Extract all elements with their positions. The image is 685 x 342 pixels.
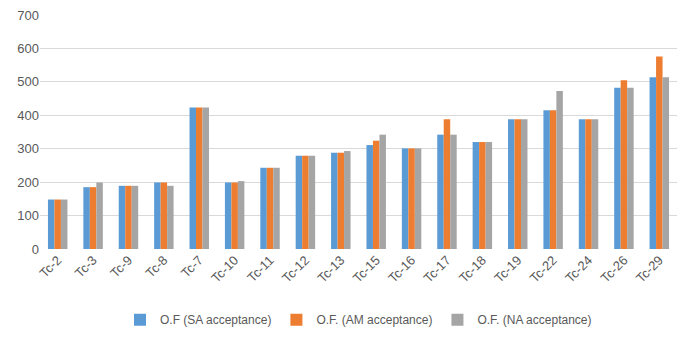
svg-text:Tc-7: Tc-7 (178, 253, 206, 281)
svg-text:Tc-12: Tc-12 (279, 253, 312, 286)
svg-text:200: 200 (17, 175, 39, 190)
svg-text:Tc-17: Tc-17 (421, 253, 454, 286)
svg-text:Tc-22: Tc-22 (527, 253, 560, 286)
svg-text:Tc-16: Tc-16 (385, 253, 418, 286)
svg-text:Tc-3: Tc-3 (72, 253, 100, 281)
svg-text:O.F. (AM acceptance): O.F. (AM acceptance) (316, 313, 432, 327)
svg-text:500: 500 (17, 74, 39, 89)
svg-text:100: 100 (17, 208, 39, 223)
svg-text:0: 0 (32, 242, 39, 257)
svg-text:700: 700 (17, 8, 39, 23)
svg-text:600: 600 (17, 41, 39, 56)
svg-text:Tc-2: Tc-2 (36, 253, 64, 281)
svg-text:Tc-18: Tc-18 (456, 253, 489, 286)
svg-text:Tc-9: Tc-9 (107, 253, 135, 281)
svg-text:300: 300 (17, 141, 39, 156)
svg-text:Tc-8: Tc-8 (143, 253, 171, 281)
svg-text:Tc-11: Tc-11 (244, 253, 276, 285)
svg-text:O.F. (NA acceptance): O.F. (NA acceptance) (477, 313, 591, 327)
svg-text:Tc-24: Tc-24 (562, 253, 595, 286)
svg-text:Tc-19: Tc-19 (491, 253, 524, 286)
svg-text:Tc-26: Tc-26 (598, 253, 631, 286)
svg-text:Tc-15: Tc-15 (350, 253, 383, 286)
svg-text:O.F (SA acceptance): O.F (SA acceptance) (160, 313, 271, 327)
svg-text:400: 400 (17, 108, 39, 123)
svg-text:Tc-10: Tc-10 (208, 253, 241, 286)
svg-text:Tc-13: Tc-13 (314, 253, 347, 286)
svg-text:Tc-29: Tc-29 (633, 253, 666, 286)
